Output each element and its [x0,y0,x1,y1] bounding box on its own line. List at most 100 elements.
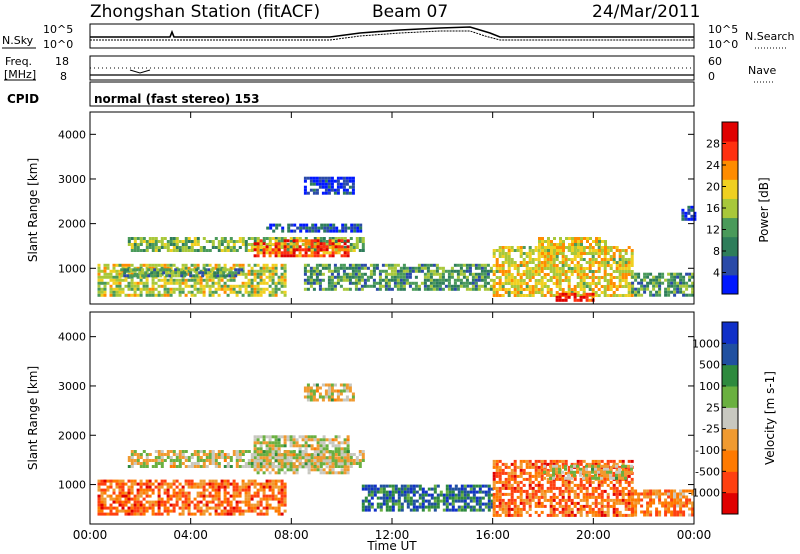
power-cell [187,284,191,288]
power-cell [580,243,583,246]
velocity-cell [472,508,476,512]
velocity-cell [247,509,251,513]
power-cell [309,272,313,276]
power-cell [356,226,360,230]
velocity-cell [492,477,496,481]
power-cell [241,293,245,297]
velocity-cell [217,482,221,486]
power-cell [354,272,358,276]
power-cell [583,252,586,255]
power-cell [630,294,634,297]
velocity-cell [256,447,260,451]
power-cell [202,290,206,294]
velocity-cell [166,482,170,486]
velocity-cell [304,453,308,457]
power-cell [570,270,574,273]
power-cell [286,254,290,258]
velocity-cell [345,383,349,387]
power-cell [330,281,334,285]
velocity-cell [127,512,131,516]
velocity-cell [594,489,598,493]
power-cell [318,272,322,276]
velocity-cell [184,482,188,486]
velocity-cell [552,483,556,487]
power-cell [522,288,526,291]
velocity-cell [394,484,398,488]
velocity-cell [522,471,526,475]
power-cell [325,240,329,243]
velocity-cell [531,474,535,478]
power-cell [159,274,163,278]
power-cell [283,278,287,282]
velocity-cell [274,456,278,460]
velocity-cell [570,474,574,478]
velocity-cell [475,508,479,512]
velocity-cell [567,513,571,517]
power-cell [477,278,481,282]
power-cell [495,288,499,291]
velocity-cell [472,496,476,500]
power-cell [543,255,547,258]
velocity-cell [283,453,287,457]
power-cell [318,287,322,291]
velocity-cell [531,498,535,502]
power-cell [268,272,272,276]
power-cell [336,182,340,186]
velocity-cell [109,479,113,483]
velocity-cell [424,493,428,497]
power-cell [331,237,335,240]
velocity-cell [691,489,695,493]
power-cell [423,275,427,279]
velocity-cell [436,502,440,506]
velocity-cell [594,510,598,514]
velocity-cell [307,462,311,466]
velocity-cell [409,508,413,512]
velocity-cell [319,471,323,475]
power-cell [295,254,299,258]
power-cell [583,246,586,249]
velocity-cell [385,484,389,488]
power-cell [250,284,254,288]
velocity-cell [334,450,338,453]
power-cell [594,291,598,294]
power-cell [327,278,331,282]
power-cell [519,279,523,282]
velocity-cell [160,453,164,456]
power-cell [103,287,107,291]
velocity-cell [337,471,341,475]
velocity-cell [106,506,110,510]
velocity-cell [630,501,634,505]
power-cell [673,281,677,285]
velocity-cell [582,459,586,463]
power-cell [492,249,496,252]
velocity-cell [157,450,161,453]
power-cell [262,254,266,258]
power-cell [375,263,379,267]
power-cell [618,255,622,258]
velocity-cell [463,487,467,491]
velocity-cell [262,512,266,516]
velocity-cell [109,512,113,516]
velocity-cell [664,504,668,508]
velocity-cell [277,444,281,448]
velocity-cell [196,485,200,489]
velocity-cell [519,465,523,469]
velocity-cell [573,501,577,505]
velocity-cell [265,435,269,439]
power-cell [321,179,325,183]
velocity-cell [112,512,116,516]
velocity-cell [582,483,586,487]
power-cell [594,258,598,261]
velocity-cell [501,504,505,508]
velocity-cell [478,484,482,488]
power-cell [495,258,499,261]
power-cell [588,261,592,264]
power-cell [562,249,565,252]
velocity-cell [421,496,425,500]
power-cell [259,287,263,291]
power-cell [585,267,589,270]
power-cell [211,284,215,288]
power-cell [627,261,631,264]
power-cell [352,249,356,252]
velocity-cell [322,456,326,460]
